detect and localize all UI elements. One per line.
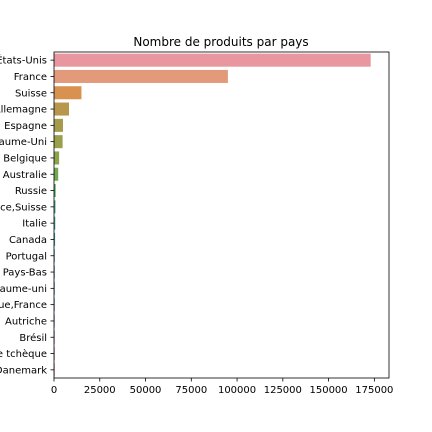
y-tick-label: France <box>14 72 47 83</box>
bar <box>54 184 56 198</box>
y-tick-label: en:royaume-uni <box>0 284 47 295</box>
y-tick-label: États-Unis <box>0 54 47 67</box>
x-tick-label: 175000 <box>355 385 393 396</box>
y-tick-label: Suisse <box>15 88 47 99</box>
chart-title: Nombre de produits par pays <box>133 35 308 49</box>
y-tick-label: Allemagne <box>0 105 47 116</box>
x-tick-label: 75000 <box>175 385 207 396</box>
bar <box>54 216 56 230</box>
y-tick-label: Australie <box>3 170 47 181</box>
plot-frame <box>53 51 390 379</box>
bar <box>54 200 56 214</box>
bar <box>54 167 59 181</box>
y-tick-labels: États-Unis France Suisse Allemagne Espagne Ro… <box>0 54 54 376</box>
y-tick-label: Belgique,France <box>0 300 47 311</box>
y-tick-label: Russie <box>15 186 47 197</box>
bar <box>54 102 70 116</box>
bar <box>54 118 63 132</box>
y-tick-label: Belgique <box>3 153 47 164</box>
bars-group <box>54 53 371 377</box>
y-tick-label: France,Suisse <box>0 202 47 213</box>
bar <box>54 151 60 165</box>
y-tick-label: Autriche <box>5 316 47 327</box>
x-tick-label: 100000 <box>218 385 256 396</box>
bar <box>54 135 63 149</box>
bar <box>54 232 56 246</box>
bar <box>54 69 228 83</box>
y-tick-label: Canada <box>9 235 47 246</box>
bar <box>54 86 82 100</box>
x-tick-label: 50000 <box>130 385 162 396</box>
y-tick-label: Pays-Bas <box>3 268 47 279</box>
y-tick-label: Royaume-Uni <box>0 137 47 148</box>
y-tick-label: Italie <box>22 219 47 230</box>
x-tick-label: 25000 <box>84 385 116 396</box>
y-tick-label: Brésil <box>19 332 47 344</box>
y-tick-label: Danemark <box>0 365 47 376</box>
x-tick-label: 150000 <box>309 385 347 396</box>
y-tick-label: Espagne <box>4 121 47 132</box>
y-tick-label: République tchèque <box>0 348 47 360</box>
bar <box>54 53 371 67</box>
x-tick-label: 125000 <box>264 385 302 396</box>
x-tick-label: 0 <box>51 385 57 396</box>
x-ticks: 0 25000 50000 75000 100000 125000 150000 175000 <box>51 378 393 396</box>
y-tick-label: Portugal <box>6 251 47 262</box>
